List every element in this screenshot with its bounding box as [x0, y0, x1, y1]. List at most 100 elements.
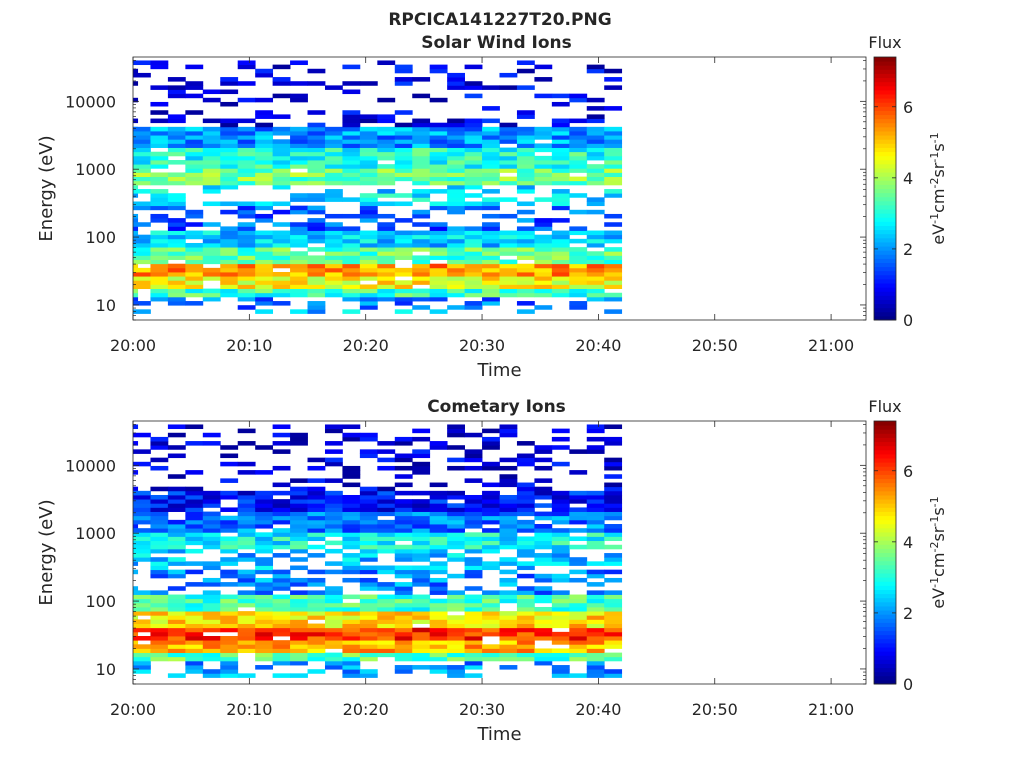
- heatmap-cell: [429, 606, 448, 612]
- heatmap-cell: [412, 548, 431, 554]
- heatmap-cell: [586, 507, 605, 512]
- heatmap-cell: [133, 598, 151, 604]
- heatmap-cell: [516, 288, 535, 294]
- heatmap-cell: [133, 118, 139, 124]
- heatmap-cell: [342, 465, 361, 471]
- heatmap-cell: [167, 251, 186, 256]
- colorbar-swatch: [874, 573, 896, 578]
- heatmap-cell: [359, 160, 378, 165]
- heatmap-cell: [482, 465, 500, 471]
- panel-title: Cometary Ions: [427, 397, 566, 417]
- heatmap-cell: [307, 135, 326, 140]
- heatmap-cell: [516, 594, 535, 600]
- heatmap-cell: [464, 118, 483, 124]
- heatmap-cell: [377, 619, 396, 624]
- heatmap-cell: [150, 598, 169, 604]
- heatmap-cell: [237, 598, 256, 604]
- heatmap-cell: [359, 490, 378, 496]
- heatmap-cell: [167, 532, 186, 537]
- heatmap-cell: [377, 168, 396, 173]
- heatmap-cell: [586, 296, 605, 302]
- heatmap-cell: [167, 627, 186, 633]
- heatmap-cell: [133, 528, 151, 533]
- heatmap-cell: [516, 586, 535, 591]
- heatmap-cell: [272, 64, 291, 70]
- heatmap-cell: [551, 218, 570, 223]
- heatmap-cell: [342, 544, 361, 550]
- heatmap-cell: [499, 176, 518, 182]
- heatmap-cell: [464, 586, 483, 591]
- heatmap-cell: [604, 259, 623, 265]
- heatmap-cell: [412, 449, 431, 454]
- heatmap-cell: [272, 93, 291, 99]
- heatmap-cell: [150, 101, 169, 107]
- heatmap-cell: [307, 569, 326, 575]
- heatmap-cell: [551, 197, 570, 202]
- heatmap-cell: [447, 598, 465, 604]
- heatmap-cell: [185, 126, 204, 132]
- heatmap-cell: [516, 168, 535, 173]
- heatmap-cell: [220, 594, 239, 600]
- heatmap-cell: [185, 532, 204, 537]
- heatmap-cell: [342, 176, 361, 182]
- heatmap-cell: [324, 652, 343, 658]
- heatmap-cell: [464, 540, 483, 546]
- heatmap-cell: [202, 272, 221, 277]
- heatmap-cell: [167, 499, 186, 504]
- heatmap-cell: [394, 652, 413, 658]
- heatmap-cell: [255, 72, 274, 78]
- heatmap-cell: [133, 619, 151, 624]
- heatmap-cell: [516, 126, 535, 132]
- heatmap-cell: [307, 305, 326, 310]
- heatmap-cell: [586, 511, 605, 517]
- heatmap-cell: [516, 611, 535, 616]
- heatmap-cell: [220, 226, 239, 231]
- heatmap-cell: [534, 511, 553, 517]
- heatmap-cell: [150, 486, 169, 492]
- heatmap-cell: [447, 226, 465, 231]
- colorbar-tick-label: 2: [903, 240, 913, 259]
- heatmap-cell: [220, 623, 239, 629]
- heatmap-cell: [516, 272, 535, 277]
- heatmap-cell: [412, 168, 431, 173]
- heatmap-cell: [377, 259, 396, 265]
- heatmap-cell: [202, 230, 221, 236]
- heatmap-cell: [272, 432, 291, 438]
- heatmap-cell: [220, 292, 239, 298]
- heatmap-cell: [569, 656, 588, 662]
- heatmap-cell: [342, 110, 361, 115]
- heatmap-cell: [290, 135, 308, 140]
- heatmap-cell: [377, 648, 396, 654]
- heatmap-cell: [394, 288, 413, 294]
- heatmap-cell: [412, 267, 431, 273]
- heatmap-cell: [586, 259, 605, 265]
- heatmap-cell: [604, 486, 623, 492]
- heatmap-cell: [377, 135, 396, 140]
- colorbar-swatch: [874, 503, 896, 508]
- heatmap-cell: [569, 507, 588, 512]
- heatmap-cell: [167, 540, 186, 546]
- heatmap-cell: [429, 280, 448, 285]
- heatmap-cell: [464, 532, 483, 537]
- heatmap-cell: [359, 569, 378, 575]
- heatmap-cell: [290, 97, 308, 103]
- heatmap-cell: [133, 640, 139, 645]
- heatmap-cell: [447, 143, 465, 148]
- heatmap-cell: [307, 519, 326, 525]
- heatmap-cell: [429, 515, 448, 521]
- heatmap-cell: [499, 598, 518, 604]
- colorbar-swatch: [874, 552, 896, 558]
- heatmap-cell: [377, 251, 396, 256]
- heatmap-cell: [551, 122, 570, 128]
- heatmap-cell: [447, 494, 465, 500]
- heatmap-cell: [604, 139, 623, 144]
- heatmap-cell: [551, 598, 570, 604]
- heatmap-cell: [464, 201, 483, 207]
- heatmap-cell: [569, 519, 588, 525]
- heatmap-cell: [133, 172, 151, 178]
- heatmap-cell: [342, 511, 361, 517]
- heatmap-cell: [255, 598, 274, 604]
- heatmap-cell: [307, 515, 326, 521]
- heatmap-cell: [150, 590, 169, 595]
- heatmap-cell: [534, 130, 553, 136]
